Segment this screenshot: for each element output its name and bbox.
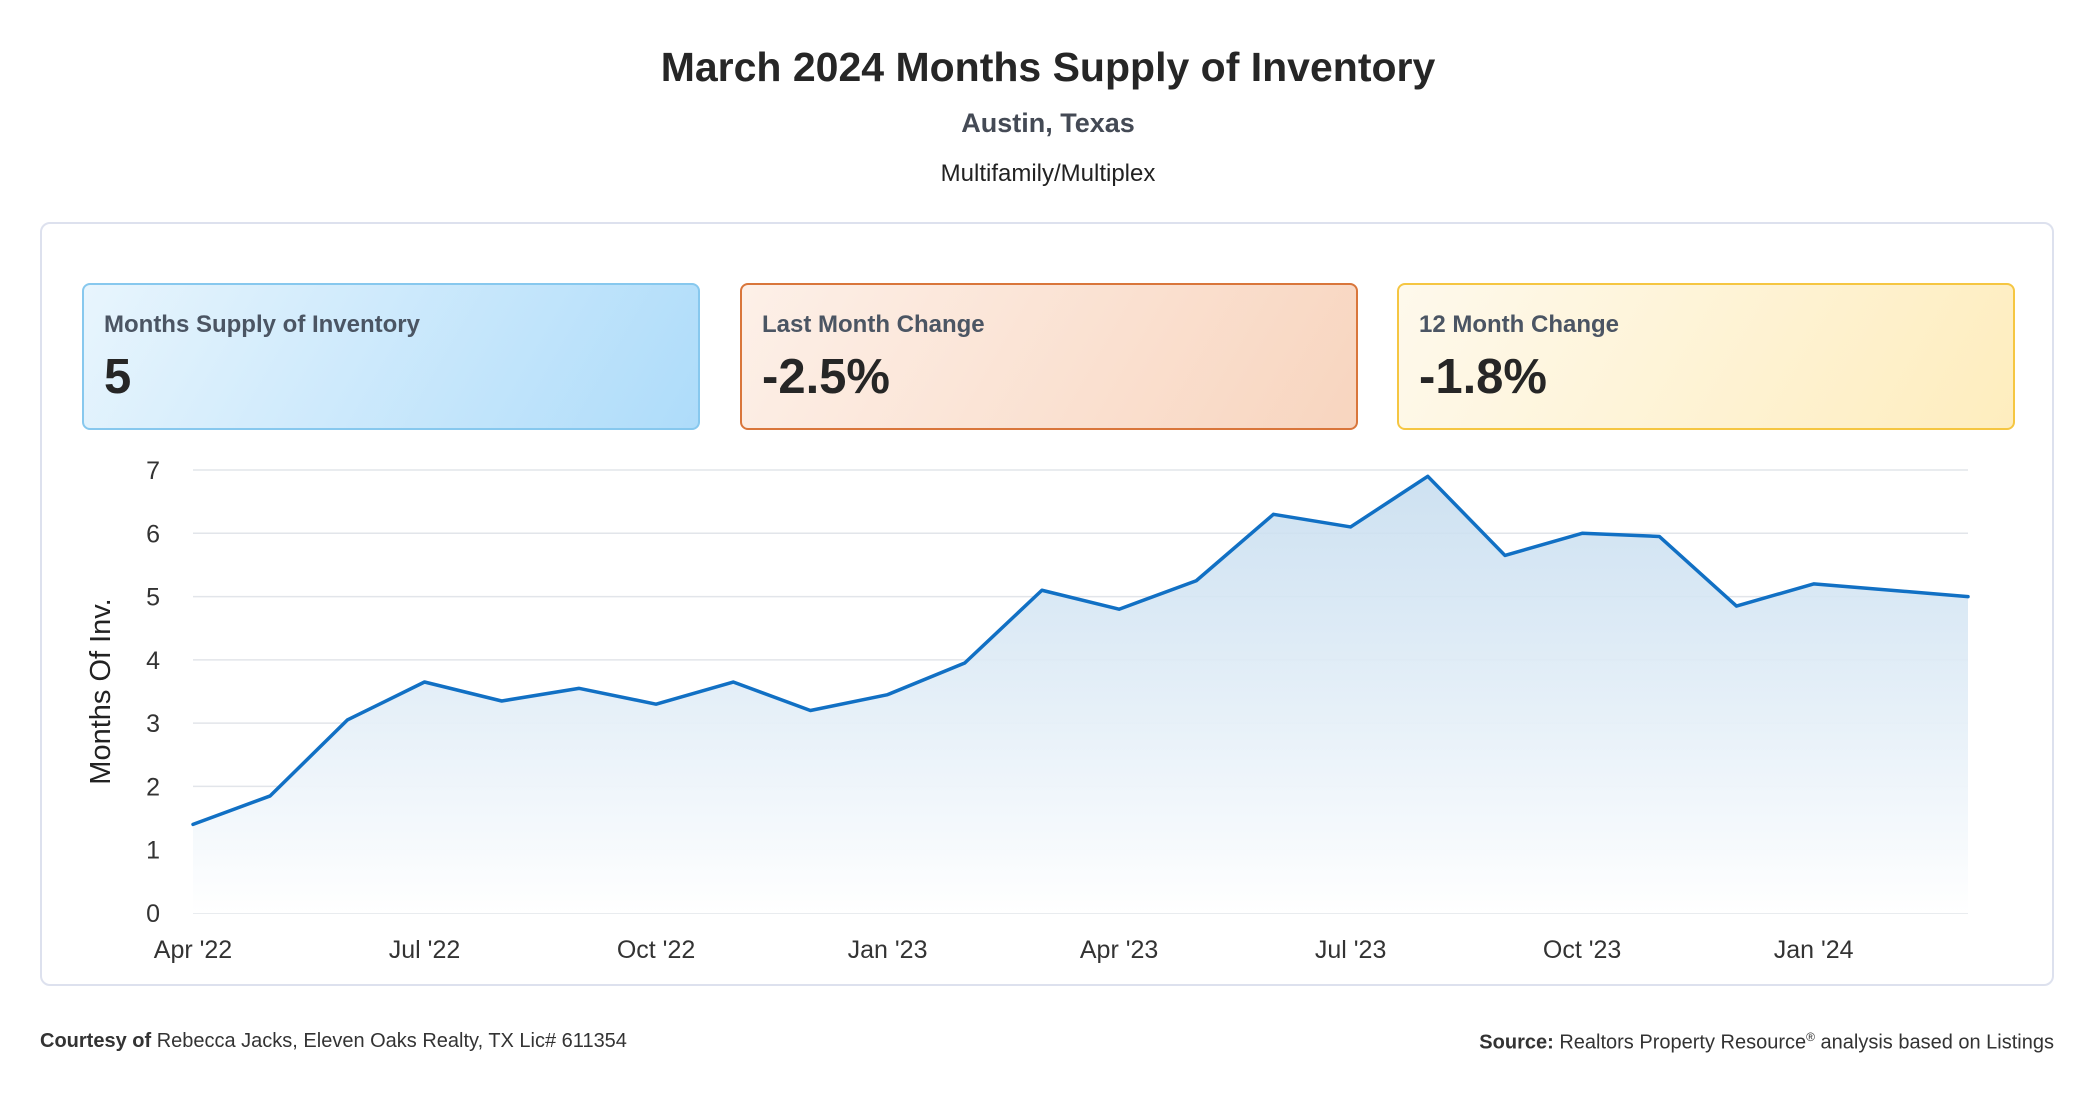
source-suffix: analysis based on Listings <box>1820 1031 2054 1054</box>
courtesy-footer: Courtesy of Rebecca Jacks, Eleven Oaks R… <box>40 1030 627 1053</box>
x-tick-label: Oct '23 <box>1543 936 1621 964</box>
page-subtitle: Austin, Texas <box>961 108 1135 138</box>
source-label: Source: <box>1479 1031 1554 1054</box>
registered-mark: ® <box>1806 1030 1815 1044</box>
x-tick-label: Jul '22 <box>389 936 460 964</box>
courtesy-label: Courtesy of <box>40 1030 152 1052</box>
twelve-month-change-value: -1.8% <box>1419 350 1548 404</box>
x-tick-label: Jan '23 <box>848 936 928 964</box>
months-supply-value: 5 <box>104 350 132 404</box>
y-tick-label: 1 <box>146 837 160 865</box>
series-area <box>193 476 1968 913</box>
source-footer: Source: Realtors Property Resource® anal… <box>1479 1030 2054 1055</box>
y-tick-label: 5 <box>146 584 160 612</box>
months-supply-chart: 0 1 2 3 4 5 6 7 Apr '22 Jul '22 Oct '22 Jan '23 Apr … <box>85 457 1970 964</box>
last-month-change-value: -2.5% <box>762 350 891 404</box>
y-tick-label: 2 <box>146 773 160 801</box>
x-tick-label: Jul '23 <box>1315 936 1386 964</box>
months-supply-card: Months Supply of Inventory 5 <box>82 283 700 430</box>
x-tick-label: Apr '22 <box>154 936 232 964</box>
x-tick-label: Oct '22 <box>617 936 695 964</box>
page-title: March 2024 Months Supply of Inventory <box>660 44 1436 90</box>
series-line <box>191 474 1970 827</box>
y-axis-label: Months Of Inv. <box>85 598 117 784</box>
x-tick-label: Jan '24 <box>1774 936 1854 964</box>
y-tick-label: 7 <box>146 457 160 485</box>
property-category: Multifamily/Multiplex <box>940 160 1156 187</box>
months-supply-label: Months Supply of Inventory <box>104 311 420 338</box>
courtesy-text: Rebecca Jacks, Eleven Oaks Realty, TX Li… <box>156 1030 627 1052</box>
source-text: Realtors Property Resource <box>1559 1031 1807 1054</box>
y-tick-label: 6 <box>146 520 160 548</box>
y-tick-label: 4 <box>146 647 160 675</box>
x-tick-label: Apr '23 <box>1080 936 1158 964</box>
last-month-change-card: Last Month Change -2.5% <box>740 283 1358 430</box>
twelve-month-change-card: 12 Month Change -1.8% <box>1397 283 2015 430</box>
twelve-month-change-label: 12 Month Change <box>1419 311 1620 338</box>
y-tick-label: 0 <box>146 900 160 928</box>
y-tick-label: 3 <box>146 710 160 738</box>
last-month-change-label: Last Month Change <box>762 311 985 338</box>
